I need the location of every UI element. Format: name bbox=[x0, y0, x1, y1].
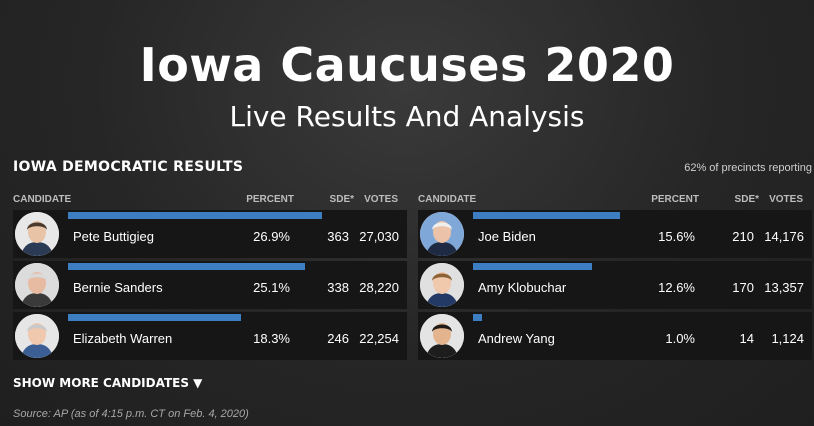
candidate-sde: 338 bbox=[327, 280, 349, 295]
percent-bar bbox=[473, 314, 483, 321]
candidate-percent: 25.1% bbox=[253, 280, 290, 295]
elizabeth-warren-photo-icon bbox=[15, 314, 59, 358]
candidate-name: Elizabeth Warren bbox=[73, 331, 173, 346]
table-header: CANDIDATE PERCENT SDE* VOTES bbox=[13, 190, 407, 210]
candidate-percent: 1.0% bbox=[665, 331, 695, 346]
percent-bar bbox=[68, 212, 323, 219]
candidate-name: Joe Biden bbox=[478, 229, 536, 244]
header-percent: PERCENT bbox=[651, 194, 699, 205]
candidate-row[interactable]: Amy Klobuchar 12.6% 170 13,357 bbox=[418, 261, 812, 309]
candidate-name: Andrew Yang bbox=[478, 331, 555, 346]
candidate-votes: 27,030 bbox=[359, 229, 399, 244]
candidate-name: Bernie Sanders bbox=[73, 280, 163, 295]
header-votes: VOTES bbox=[769, 194, 803, 205]
percent-bar bbox=[473, 212, 621, 219]
precincts-reporting: 62% of precincts reporting bbox=[684, 162, 812, 174]
candidate-row[interactable]: Andrew Yang 1.0% 14 1,124 bbox=[418, 312, 812, 360]
portrait-drawing bbox=[15, 212, 59, 256]
header-candidate: CANDIDATE bbox=[418, 194, 477, 205]
source-note: Source: AP (as of 4:15 p.m. CT on Feb. 4… bbox=[13, 408, 249, 420]
show-more-candidates-button[interactable]: SHOW MORE CANDIDATES ▼ bbox=[13, 376, 203, 390]
candidate-sde: 210 bbox=[732, 229, 754, 244]
candidate-sde: 363 bbox=[327, 229, 349, 244]
table-header: CANDIDATE PERCENT SDE* VOTES bbox=[418, 190, 812, 210]
percent-bar bbox=[68, 314, 241, 321]
candidate-votes: 28,220 bbox=[359, 280, 399, 295]
candidate-sde: 14 bbox=[739, 331, 754, 346]
candidate-votes: 14,176 bbox=[764, 229, 804, 244]
header-sde: SDE* bbox=[734, 194, 759, 205]
candidate-votes: 22,254 bbox=[359, 331, 399, 346]
candidate-percent: 15.6% bbox=[658, 229, 695, 244]
candidate-sde: 170 bbox=[732, 280, 754, 295]
page-title: Iowa Caucuses 2020 bbox=[139, 38, 675, 92]
candidate-percent: 26.9% bbox=[253, 229, 290, 244]
joe-biden-photo-icon bbox=[420, 212, 464, 256]
results-column-right: CANDIDATE PERCENT SDE* VOTES Joe Biden 1… bbox=[418, 190, 812, 363]
candidate-votes: 13,357 bbox=[764, 280, 804, 295]
amy-klobuchar-photo-icon bbox=[420, 263, 464, 307]
header-votes: VOTES bbox=[364, 194, 398, 205]
results-column-left: CANDIDATE PERCENT SDE* VOTES Pete Buttig… bbox=[13, 190, 407, 363]
candidate-name: Pete Buttigieg bbox=[73, 229, 154, 244]
portrait-drawing bbox=[420, 263, 464, 307]
percent-bar bbox=[473, 263, 593, 270]
header-candidate: CANDIDATE bbox=[13, 194, 72, 205]
pete-buttigieg-photo-icon bbox=[15, 212, 59, 256]
results-title: IOWA DEMOCRATIC RESULTS bbox=[13, 159, 244, 175]
candidate-percent: 18.3% bbox=[253, 331, 290, 346]
candidate-name: Amy Klobuchar bbox=[478, 280, 567, 295]
header-percent: PERCENT bbox=[246, 194, 294, 205]
candidate-row[interactable]: Elizabeth Warren 18.3% 246 22,254 bbox=[13, 312, 407, 360]
candidate-row[interactable]: Pete Buttigieg 26.9% 363 27,030 bbox=[13, 210, 407, 258]
percent-bar bbox=[68, 263, 306, 270]
candidate-percent: 12.6% bbox=[658, 280, 695, 295]
portrait-drawing bbox=[15, 314, 59, 358]
header-sde: SDE* bbox=[329, 194, 354, 205]
portrait-drawing bbox=[420, 212, 464, 256]
page-subtitle: Live Results And Analysis bbox=[229, 100, 585, 133]
candidate-votes: 1,124 bbox=[771, 331, 804, 346]
candidate-row[interactable]: Joe Biden 15.6% 210 14,176 bbox=[418, 210, 812, 258]
candidate-row[interactable]: Bernie Sanders 25.1% 338 28,220 bbox=[13, 261, 407, 309]
portrait-drawing bbox=[420, 314, 464, 358]
bernie-sanders-photo-icon bbox=[15, 263, 59, 307]
portrait-drawing bbox=[15, 263, 59, 307]
candidate-sde: 246 bbox=[327, 331, 349, 346]
andrew-yang-photo-icon bbox=[420, 314, 464, 358]
